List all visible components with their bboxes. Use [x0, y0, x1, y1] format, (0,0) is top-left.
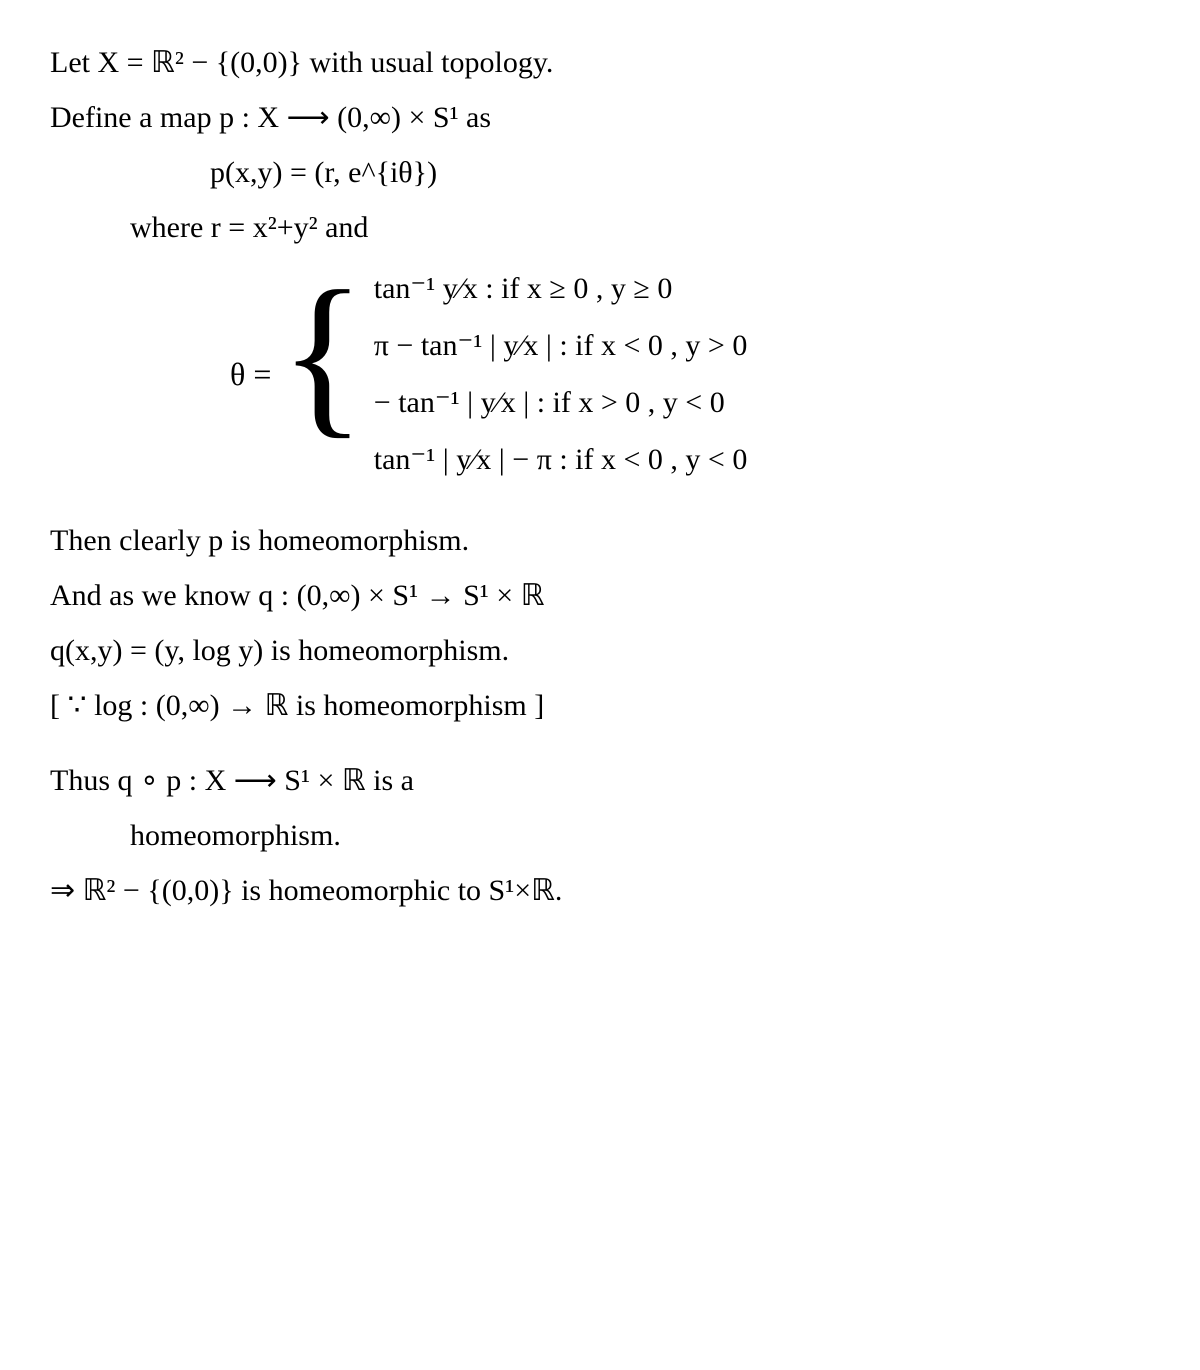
line-implies: ⇒ ℝ² − {(0,0)} is homeomorphic to S¹×ℝ. [50, 868, 1150, 913]
line-define-map: Define a map p : X ⟶ (0,∞) × S¹ as [50, 95, 1150, 140]
case-3: − tan⁻¹ | y⁄x | : if x > 0 , y < 0 [374, 380, 748, 425]
line-then-clearly: Then clearly p is homeomorphism. [50, 518, 1150, 563]
line-and-know: And as we know q : (0,∞) × S¹ → S¹ × ℝ [50, 573, 1150, 618]
line-because: [ ∵ log : (0,∞) → ℝ is homeomorphism ] [50, 683, 1150, 728]
line-qxy: q(x,y) = (y, log y) is homeomorphism. [50, 628, 1150, 673]
line-homeo: homeomorphism. [130, 813, 1150, 858]
case-2: π − tan⁻¹ | y⁄x | : if x < 0 , y > 0 [374, 323, 748, 368]
brace-icon: { [279, 264, 365, 492]
case-1: tan⁻¹ y⁄x : if x ≥ 0 , y ≥ 0 [374, 266, 748, 311]
line-pxy: p(x,y) = (r, e^{iθ}) [210, 150, 1150, 195]
line-where: where r = x²+y² and [130, 205, 1150, 250]
line-thus: Thus q ∘ p : X ⟶ S¹ × ℝ is a [50, 758, 1150, 803]
line-let-x: Let X = ℝ² − {(0,0)} with usual topology… [50, 40, 1150, 85]
case-4: tan⁻¹ | y⁄x | − π : if x < 0 , y < 0 [374, 437, 748, 482]
theta-label: θ = [230, 260, 271, 488]
theta-cases: θ = { tan⁻¹ y⁄x : if x ≥ 0 , y ≥ 0 π − t… [230, 260, 1150, 488]
